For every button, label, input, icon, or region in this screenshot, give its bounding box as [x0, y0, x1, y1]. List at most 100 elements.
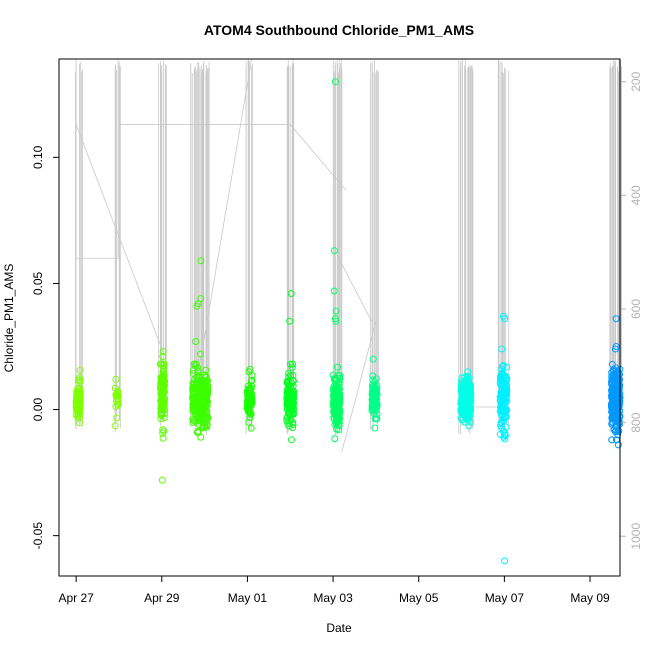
data-point [369, 400, 377, 408]
data-point [201, 422, 209, 430]
data-point [194, 363, 202, 371]
data-point [333, 363, 341, 371]
data-point [200, 389, 208, 397]
data-point [371, 424, 379, 432]
data-point [197, 433, 205, 441]
data-point [158, 360, 166, 368]
data-point [161, 377, 169, 385]
chart-title: ATOM4 Southbound Chloride_PM1_AMS [204, 22, 474, 38]
data-point [74, 376, 82, 384]
data-point [247, 398, 255, 406]
data-point [76, 366, 84, 374]
data-point [502, 387, 510, 395]
data-point [202, 366, 210, 374]
data-point [284, 405, 292, 413]
data-point [160, 427, 168, 435]
y-tick-label: 0.00 [31, 398, 45, 422]
data-point [614, 441, 622, 449]
data-point [330, 382, 338, 390]
data-point [244, 391, 252, 399]
data-point [285, 409, 293, 417]
data-point [192, 398, 200, 406]
y-axis: -0.05 0.00 0.05 0.10 [31, 145, 59, 549]
data-point [289, 424, 297, 432]
data-point [158, 373, 166, 381]
data-point [161, 410, 169, 418]
x-tick-label: May 01 [228, 591, 268, 605]
data-point [462, 391, 470, 399]
y2-tick-label: 200 [629, 71, 643, 91]
data-point [248, 376, 256, 384]
data-point [197, 257, 205, 265]
data-point [330, 415, 338, 423]
data-point [287, 436, 295, 444]
data-point [160, 399, 168, 407]
data-point [329, 371, 337, 379]
data-point [74, 407, 82, 415]
data-point [457, 381, 465, 389]
data-point [608, 360, 616, 368]
data-point [373, 391, 381, 399]
altitude-transit [195, 58, 253, 387]
data-point [159, 426, 167, 434]
x-tick-label: Apr 27 [58, 591, 94, 605]
x-tick-label: May 07 [485, 591, 525, 605]
data-point [332, 307, 340, 315]
data-point [288, 401, 296, 409]
data-point [373, 415, 381, 423]
data-point [158, 476, 166, 484]
data-point [112, 375, 120, 383]
data-point [331, 435, 339, 443]
data-point [501, 432, 509, 440]
data-point [159, 348, 167, 356]
data-point [189, 407, 197, 415]
y2-tick-label: 1000 [629, 523, 643, 550]
data-point [331, 315, 339, 323]
data-point [111, 422, 119, 430]
data-point [612, 315, 620, 323]
data-point [609, 392, 617, 400]
y-axis-label: Chloride_PM1_AMS [2, 264, 16, 373]
data-point [194, 397, 202, 405]
data-point [614, 431, 622, 439]
data-point [369, 383, 377, 391]
data-point [611, 345, 619, 353]
data-point [195, 413, 203, 421]
data-point [332, 317, 340, 325]
data-point [369, 376, 377, 384]
data-point [334, 406, 342, 414]
data-point [159, 353, 167, 361]
data-point [369, 386, 377, 394]
data-point [334, 388, 342, 396]
data-point [496, 393, 504, 401]
data-point [191, 384, 199, 392]
y-tick-label: 0.10 [31, 145, 45, 169]
data-point [371, 393, 379, 401]
data-point [76, 409, 84, 417]
y2-tick-label: 800 [629, 412, 643, 432]
data-point [159, 434, 167, 442]
data-point [189, 386, 197, 394]
data-point [285, 369, 293, 377]
data-point [499, 362, 507, 370]
data-point [204, 386, 212, 394]
data-point [200, 403, 208, 411]
data-point [288, 379, 296, 387]
data-point [611, 383, 619, 391]
data-point [193, 302, 201, 310]
data-point [609, 413, 617, 421]
data-point [611, 406, 619, 414]
data-point [369, 355, 377, 363]
data-point [73, 395, 81, 403]
data-point [336, 390, 344, 398]
altitude-transit [289, 124, 347, 191]
data-point [334, 398, 342, 406]
data-point [76, 394, 84, 402]
secondary-y-axis: 200 400 600 800 1000 [619, 71, 643, 550]
data-point [243, 388, 251, 396]
data-point [608, 436, 616, 444]
y-tick-label: 0.05 [31, 271, 45, 295]
data-point [463, 415, 471, 423]
altitude-transit [75, 124, 165, 355]
